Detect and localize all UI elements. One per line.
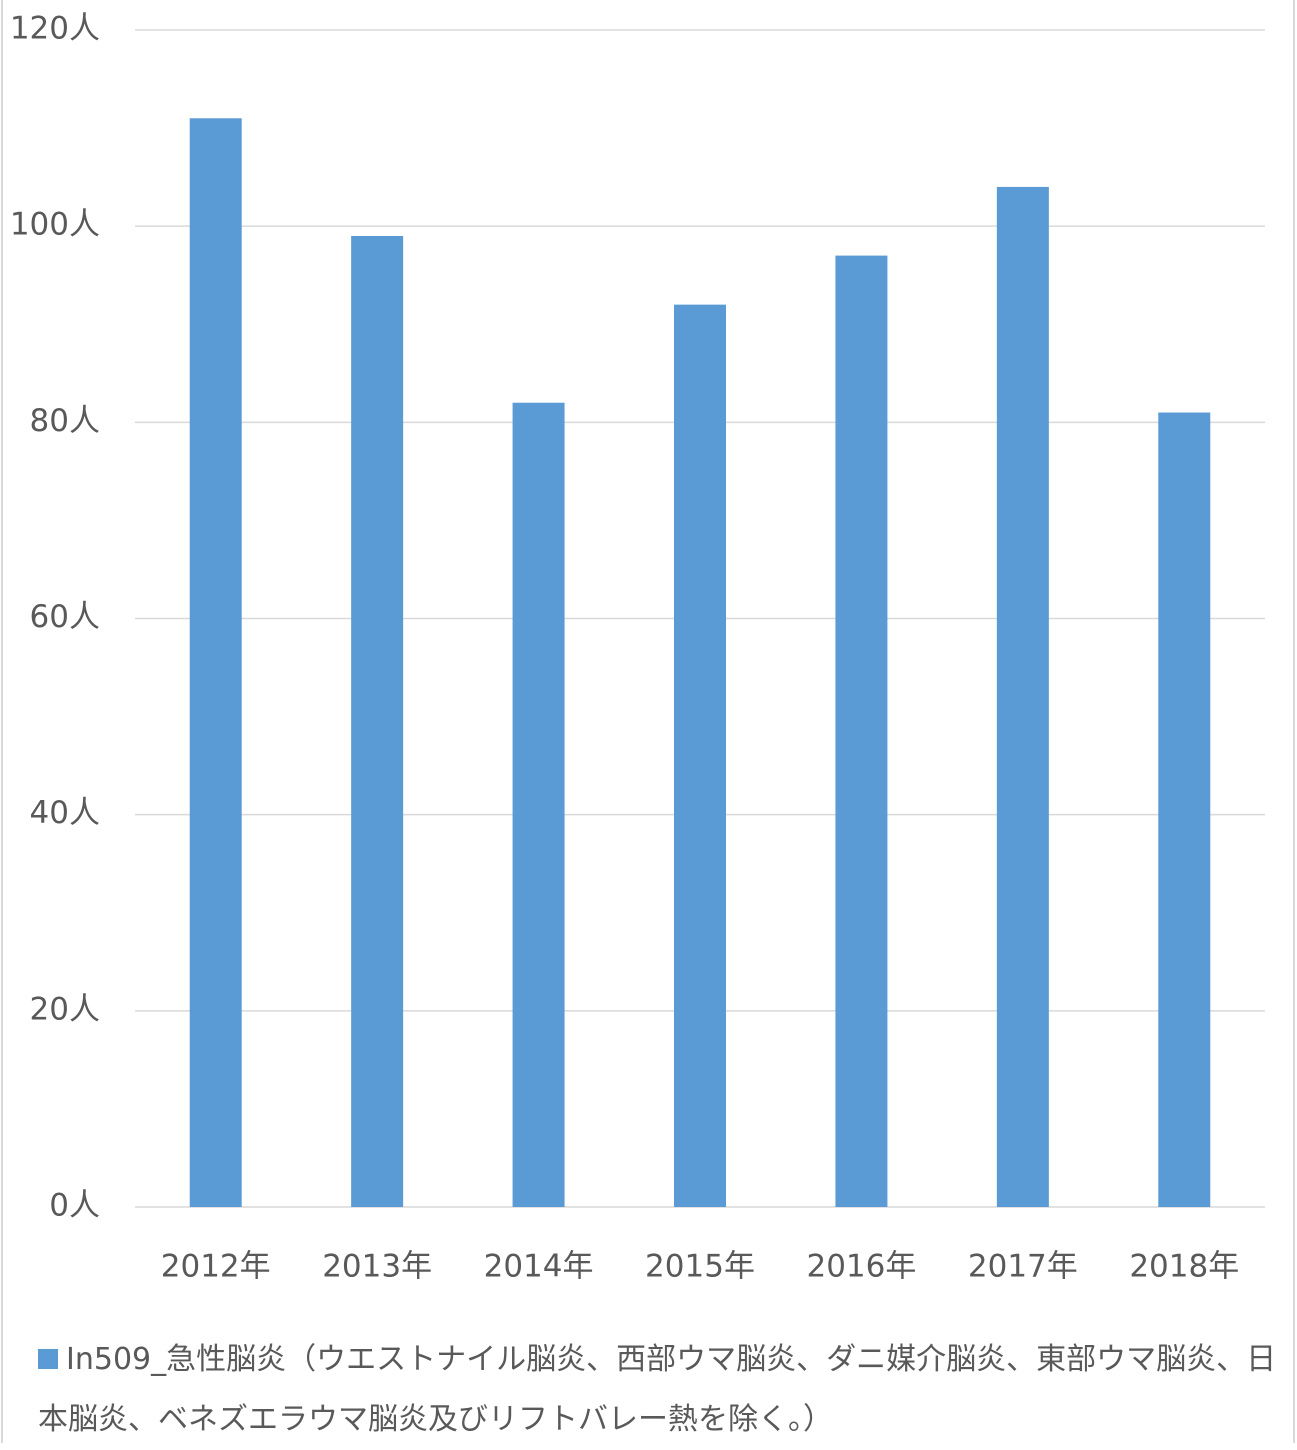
x-tick-label: 2016年 bbox=[806, 1249, 916, 1285]
bar bbox=[512, 402, 565, 1207]
bar bbox=[674, 304, 726, 1208]
bar bbox=[1158, 412, 1211, 1207]
legend: In509_急性脳炎（ウエストナイル脳炎、西部ウマ脳炎、ダニ媒介脳炎、東部ウマ脳… bbox=[38, 1330, 1278, 1450]
bar bbox=[996, 186, 1049, 1207]
x-tick-label: 2015年 bbox=[645, 1249, 755, 1285]
y-tick-label: 60人 bbox=[30, 599, 100, 635]
bar bbox=[835, 255, 888, 1207]
y-tick-label: 100人 bbox=[10, 207, 100, 243]
x-tick-label: 2013年 bbox=[322, 1249, 432, 1285]
y-tick-label: 120人 bbox=[10, 11, 100, 47]
x-tick-label: 2014年 bbox=[484, 1249, 594, 1285]
y-tick-label: 40人 bbox=[30, 795, 100, 831]
y-tick-label: 80人 bbox=[30, 403, 100, 439]
legend-swatch bbox=[38, 1349, 58, 1369]
x-tick-label: 2017年 bbox=[968, 1249, 1078, 1285]
legend-label: In509_急性脳炎（ウエストナイル脳炎、西部ウマ脳炎、ダニ媒介脳炎、東部ウマ脳… bbox=[38, 1342, 1277, 1437]
x-tick-label: 2012年 bbox=[161, 1249, 271, 1285]
x-tick-label: 2018年 bbox=[1129, 1249, 1239, 1285]
bar bbox=[351, 235, 404, 1208]
y-tick-label: 0人 bbox=[49, 1188, 100, 1224]
y-tick-label: 20人 bbox=[30, 991, 100, 1027]
bar bbox=[189, 118, 242, 1207]
